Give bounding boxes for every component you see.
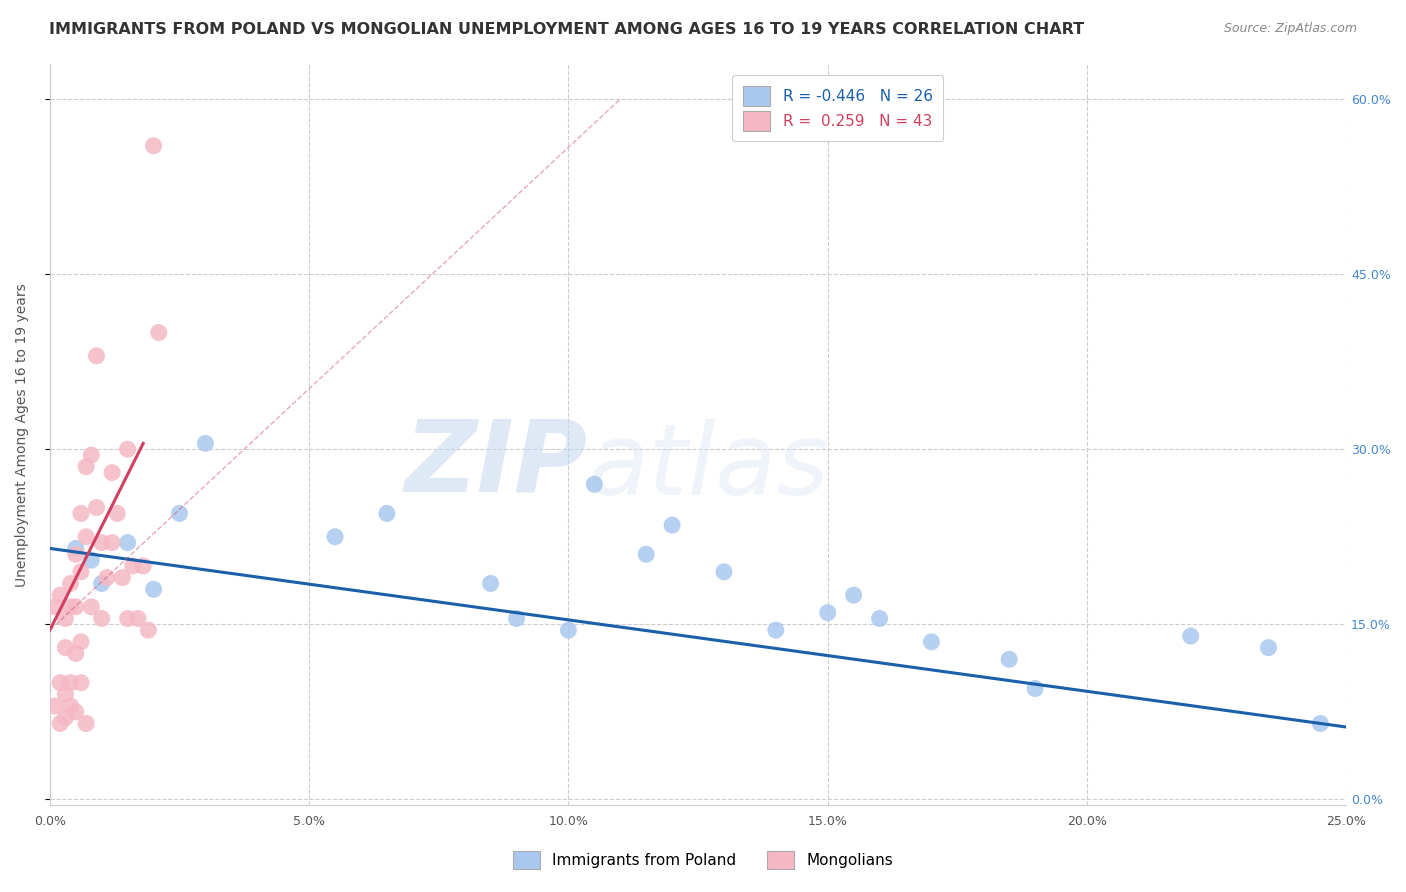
Point	[65, 599, 87, 614]
Point	[111, 571, 134, 585]
Point	[505, 611, 527, 625]
Point	[80, 448, 103, 462]
Point	[842, 588, 865, 602]
Point	[117, 611, 139, 625]
Point	[636, 547, 658, 561]
Point	[90, 576, 112, 591]
Point	[65, 547, 87, 561]
Point	[80, 599, 103, 614]
Point	[65, 647, 87, 661]
Point	[49, 588, 72, 602]
Point	[194, 436, 217, 450]
Point	[59, 576, 82, 591]
Point	[169, 507, 191, 521]
Point	[713, 565, 735, 579]
Text: Source: ZipAtlas.com: Source: ZipAtlas.com	[1223, 22, 1357, 36]
Point	[55, 711, 77, 725]
Legend: Immigrants from Poland, Mongolians: Immigrants from Poland, Mongolians	[506, 845, 900, 875]
Point	[59, 675, 82, 690]
Point	[1257, 640, 1279, 655]
Point	[101, 535, 124, 549]
Point	[765, 623, 787, 637]
Point	[86, 349, 108, 363]
Point	[70, 565, 93, 579]
Point	[101, 466, 124, 480]
Point	[96, 571, 118, 585]
Point	[59, 698, 82, 713]
Point	[127, 611, 149, 625]
Point	[1309, 716, 1331, 731]
Point	[138, 623, 160, 637]
Point	[132, 558, 155, 573]
Point	[105, 507, 128, 521]
Text: ZIP: ZIP	[405, 416, 588, 513]
Point	[70, 507, 93, 521]
Point	[920, 635, 942, 649]
Point	[479, 576, 502, 591]
Point	[70, 635, 93, 649]
Point	[55, 687, 77, 701]
Point	[817, 606, 839, 620]
Point	[75, 530, 97, 544]
Point	[75, 716, 97, 731]
Point	[117, 442, 139, 457]
Text: IMMIGRANTS FROM POLAND VS MONGOLIAN UNEMPLOYMENT AMONG AGES 16 TO 19 YEARS CORRE: IMMIGRANTS FROM POLAND VS MONGOLIAN UNEM…	[49, 22, 1084, 37]
Point	[1180, 629, 1202, 643]
Point	[65, 705, 87, 719]
Point	[375, 507, 398, 521]
Point	[583, 477, 606, 491]
Point	[998, 652, 1021, 666]
Point	[142, 138, 165, 153]
Point	[70, 675, 93, 690]
Point	[90, 535, 112, 549]
Point	[86, 500, 108, 515]
Point	[557, 623, 579, 637]
Point	[65, 541, 87, 556]
Point	[55, 640, 77, 655]
Point	[869, 611, 891, 625]
Point	[55, 611, 77, 625]
Point	[49, 675, 72, 690]
Y-axis label: Unemployment Among Ages 16 to 19 years: Unemployment Among Ages 16 to 19 years	[15, 283, 30, 587]
Point	[44, 599, 66, 614]
Point	[75, 459, 97, 474]
Point	[142, 582, 165, 597]
Point	[49, 716, 72, 731]
Point	[80, 553, 103, 567]
Point	[59, 599, 82, 614]
Point	[117, 535, 139, 549]
Point	[90, 611, 112, 625]
Point	[148, 326, 170, 340]
Point	[323, 530, 346, 544]
Text: atlas: atlas	[588, 419, 830, 516]
Point	[661, 518, 683, 533]
Point	[1024, 681, 1046, 696]
Point	[44, 698, 66, 713]
Point	[121, 558, 143, 573]
Legend: R = -0.446   N = 26, R =  0.259   N = 43: R = -0.446 N = 26, R = 0.259 N = 43	[733, 76, 943, 142]
